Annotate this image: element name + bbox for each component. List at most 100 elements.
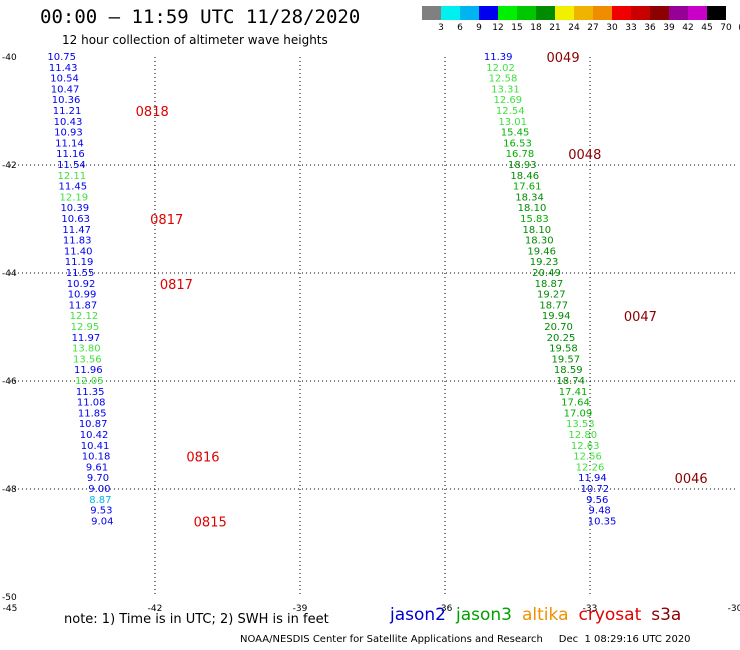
wave-height-label-jason2: 11.08 — [77, 398, 106, 409]
wave-height-label-jason2: 9.04 — [91, 516, 113, 527]
color-swatch — [574, 6, 593, 20]
chart-subtitle: 12 hour collection of altimeter wave hei… — [62, 33, 328, 47]
x-tick-label: -30 — [728, 604, 740, 614]
wave-height-label-jason3: 10.72 — [581, 484, 610, 495]
color-swatch — [498, 6, 517, 20]
color-swatch — [707, 6, 726, 20]
wave-height-label-jason2: 10.93 — [54, 128, 83, 139]
x-tick-label: -39 — [293, 604, 308, 614]
wave-height-label-jason2: 10.92 — [67, 279, 96, 290]
color-swatch — [631, 6, 650, 20]
wave-height-label-jason3: 12.80 — [568, 430, 597, 441]
wave-height-label-jason2: 11.87 — [69, 300, 98, 311]
time-label: 0048 — [568, 148, 601, 163]
wave-height-label-jason3: 9.56 — [586, 495, 608, 506]
wave-height-label-jason3: 16.78 — [506, 149, 535, 160]
color-tick-label: 24 — [568, 23, 580, 33]
color-swatch — [536, 6, 555, 20]
wave-height-label-jason2: 10.39 — [60, 203, 89, 214]
wave-height-label-jason2: 10.63 — [61, 214, 90, 225]
wave-height-label-jason2: 11.14 — [55, 138, 84, 149]
wave-height-label-jason3: 12.54 — [496, 106, 525, 117]
wave-height-label-jason2: 9.53 — [90, 506, 112, 517]
wave-height-label-jason2: 10.41 — [81, 441, 110, 452]
wave-height-label-jason2: 10.54 — [50, 74, 79, 85]
wave-height-label-jason3: 18.30 — [525, 236, 554, 247]
wave-height-label-jason3: 13.31 — [491, 84, 520, 95]
wave-height-label-jason3: 17.09 — [564, 408, 593, 419]
color-swatch — [479, 6, 498, 20]
wave-height-label-jason2: 10.42 — [80, 430, 109, 441]
color-tick-label: 36 — [644, 23, 656, 33]
satellite-label-jason3: jason3 — [456, 605, 512, 625]
color-tick-label: (ft) — [738, 23, 740, 33]
time-label: 0815 — [194, 515, 227, 530]
wave-height-label-jason2: 11.96 — [74, 365, 103, 376]
chart-title: 00:00 – 11:59 UTC 11/28/2020 — [40, 6, 361, 28]
color-tick-label: 12 — [492, 23, 504, 33]
wave-height-label-jason3: 15.83 — [520, 214, 549, 225]
color-tick-label: 30 — [606, 23, 618, 33]
time-label: 0049 — [547, 51, 580, 66]
y-tick-label: -40 — [2, 53, 17, 63]
wave-height-label-jason2: 11.43 — [49, 63, 78, 74]
color-swatch — [460, 6, 479, 20]
color-tick-label: 42 — [682, 23, 694, 33]
wave-height-label-jason2: 11.83 — [63, 236, 92, 247]
wave-height-label-jason2: 12.19 — [59, 192, 88, 203]
color-swatch — [669, 6, 688, 20]
wave-height-label-jason3: 18.74 — [556, 376, 585, 387]
time-label: 0817 — [160, 278, 193, 293]
y-tick-label: -44 — [2, 269, 17, 279]
wave-height-label-jason3: 13.01 — [498, 117, 527, 128]
color-tick-label: 70 — [720, 23, 732, 33]
color-scale-bar — [422, 6, 726, 20]
wave-height-label-jason3: 18.46 — [510, 171, 539, 182]
color-tick-label: 45 — [701, 23, 713, 33]
wave-height-label-jason2: 12.95 — [71, 322, 100, 333]
wave-height-label-jason3: 18.10 — [518, 203, 547, 214]
y-tick-label: -50 — [2, 593, 17, 603]
color-swatch — [422, 6, 441, 20]
wave-height-label-jason2: 11.21 — [53, 106, 82, 117]
wave-height-label-jason2: 10.47 — [51, 84, 80, 95]
wave-height-label-jason2: 8.87 — [89, 495, 111, 506]
y-tick-label: -48 — [2, 485, 17, 495]
grid-lines — [10, 57, 735, 597]
wave-height-label-jason3: 11.39 — [484, 52, 513, 63]
color-swatch — [441, 6, 460, 20]
color-tick-label: 15 — [511, 23, 523, 33]
wave-height-label-jason3: 18.10 — [523, 225, 552, 236]
wave-height-label-jason3: 18.77 — [539, 300, 568, 311]
wave-height-label-jason3: 19.46 — [527, 246, 556, 257]
color-tick-label: 3 — [438, 23, 444, 33]
color-swatch — [555, 6, 574, 20]
wave-height-label-jason3: 20.25 — [547, 333, 576, 344]
wave-height-label-jason3: 12.56 — [573, 452, 602, 463]
wave-height-label-jason3: 19.23 — [530, 257, 559, 268]
wave-height-label-jason2: 11.54 — [57, 160, 86, 171]
color-tick-label: 9 — [476, 23, 482, 33]
satellite-label-s3a: s3a — [651, 605, 682, 625]
x-tick-label: -42 — [148, 604, 163, 614]
wave-height-label-jason3: 13.53 — [566, 419, 595, 430]
wave-height-label-jason3: 18.34 — [515, 192, 544, 203]
satellite-legend: jason2 jason3 altika cryosat s3a — [390, 605, 691, 625]
color-tick-label: 21 — [549, 23, 561, 33]
wave-height-label-jason2: 11.35 — [76, 387, 105, 398]
wave-height-label-jason2: 10.87 — [79, 419, 108, 430]
wave-height-label-jason2: 11.19 — [65, 257, 94, 268]
wave-height-label-jason3: 19.27 — [537, 290, 566, 301]
color-tick-label: 18 — [530, 23, 542, 33]
wave-height-label-jason3: 19.94 — [542, 311, 571, 322]
time-label: 0046 — [675, 472, 708, 487]
wave-height-label-jason3: 12.58 — [489, 74, 518, 85]
wave-height-label-jason3: 19.57 — [552, 354, 581, 365]
y-tick-label: -46 — [2, 377, 17, 387]
wave-height-label-jason2: 12.12 — [70, 311, 99, 322]
wave-height-label-jason2: 11.97 — [72, 333, 101, 344]
wave-height-label-jason3: 16.53 — [503, 138, 532, 149]
wave-height-label-jason2: 11.85 — [78, 408, 107, 419]
wave-height-label-jason2: 13.56 — [73, 354, 102, 365]
